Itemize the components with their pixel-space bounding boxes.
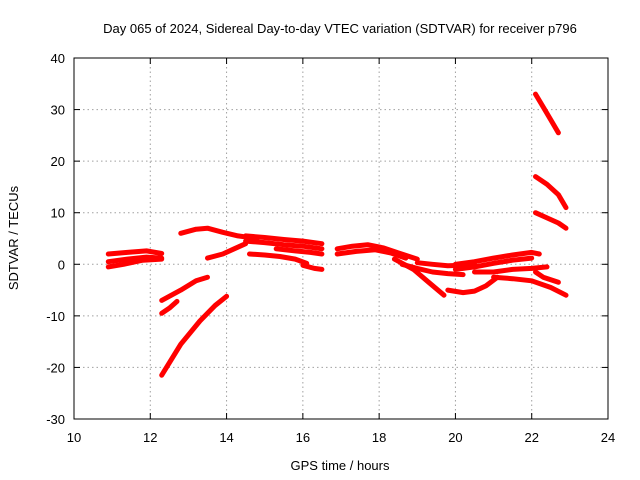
gridlines bbox=[74, 58, 608, 419]
series-arc-21 bbox=[452, 255, 535, 272]
y-tick-label: -20 bbox=[46, 360, 65, 375]
x-tick-label: 10 bbox=[67, 430, 81, 445]
series-arc-03 bbox=[105, 256, 165, 270]
y-tick-label: 30 bbox=[51, 103, 65, 118]
tick-marks bbox=[73, 57, 609, 420]
series-arc-10 bbox=[243, 238, 325, 252]
series-arc-15 bbox=[334, 247, 409, 261]
series-arc-04 bbox=[159, 274, 210, 303]
series-arc-27 bbox=[533, 210, 569, 231]
y-axis-label: SDTVAR / TECUs bbox=[6, 185, 21, 290]
x-tick-label: 18 bbox=[372, 430, 386, 445]
series-arc-19 bbox=[445, 274, 500, 296]
x-tick-label: 20 bbox=[448, 430, 462, 445]
series-arc-05 bbox=[159, 298, 180, 316]
series-arc-23 bbox=[491, 274, 569, 298]
x-tick-label: 14 bbox=[219, 430, 233, 445]
series-arc-17 bbox=[399, 261, 466, 278]
series-arc-13 bbox=[300, 262, 325, 272]
series-group bbox=[105, 91, 569, 378]
y-tick-labels: -30 -20 -10 0 10 20 30 40 bbox=[46, 51, 65, 427]
x-axis-label: GPS time / hours bbox=[291, 458, 390, 473]
y-tick-label: 40 bbox=[51, 51, 65, 66]
y-tick-label: 20 bbox=[51, 154, 65, 169]
plot-frame bbox=[73, 57, 609, 420]
series-arc-25 bbox=[533, 91, 561, 136]
x-tick-label: 16 bbox=[296, 430, 310, 445]
x-tick-labels: 10 12 14 16 18 20 22 24 bbox=[67, 430, 615, 445]
x-tick-label: 22 bbox=[524, 430, 538, 445]
series-arc-08 bbox=[205, 241, 249, 261]
series-arc-20 bbox=[452, 249, 542, 267]
x-tick-label: 12 bbox=[143, 430, 157, 445]
y-tick-label: -30 bbox=[46, 412, 65, 427]
series-arc-09 bbox=[243, 233, 325, 247]
x-tick-label: 24 bbox=[601, 430, 615, 445]
series-arc-24 bbox=[533, 269, 561, 285]
series-arc-06 bbox=[159, 293, 230, 378]
series-arc-14 bbox=[334, 242, 420, 262]
series-arc-01 bbox=[105, 248, 165, 257]
series-arc-07 bbox=[178, 225, 260, 241]
series-arc-12 bbox=[247, 251, 310, 266]
series-arc-26 bbox=[533, 174, 569, 211]
y-tick-label: 10 bbox=[51, 206, 65, 221]
chart-title: Day 065 of 2024, Sidereal Day-to-day VTE… bbox=[103, 21, 577, 36]
series-arc-11 bbox=[273, 246, 325, 257]
y-tick-label: -10 bbox=[46, 309, 65, 324]
y-tick-label: 0 bbox=[58, 257, 65, 272]
series-arc-22 bbox=[472, 264, 550, 275]
